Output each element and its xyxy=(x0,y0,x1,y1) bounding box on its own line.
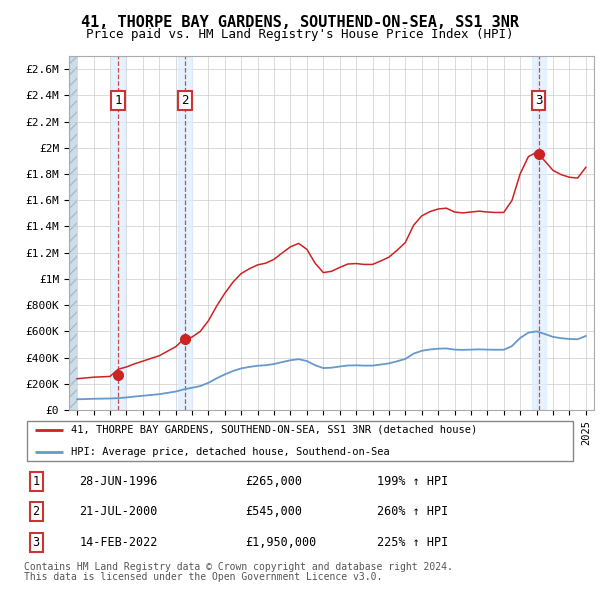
Text: 3: 3 xyxy=(32,536,40,549)
Bar xyxy=(69,56,77,410)
Text: Price paid vs. HM Land Registry's House Price Index (HPI): Price paid vs. HM Land Registry's House … xyxy=(86,28,514,41)
Bar xyxy=(532,56,545,410)
Text: 1: 1 xyxy=(115,94,122,107)
Text: Contains HM Land Registry data © Crown copyright and database right 2024.: Contains HM Land Registry data © Crown c… xyxy=(24,562,453,572)
Text: £265,000: £265,000 xyxy=(245,475,302,488)
Text: 3: 3 xyxy=(535,94,542,107)
Text: £545,000: £545,000 xyxy=(245,505,302,519)
Text: 2: 2 xyxy=(181,94,188,107)
Text: 41, THORPE BAY GARDENS, SOUTHEND-ON-SEA, SS1 3NR: 41, THORPE BAY GARDENS, SOUTHEND-ON-SEA,… xyxy=(81,15,519,30)
Text: 199% ↑ HPI: 199% ↑ HPI xyxy=(377,475,449,488)
Text: 260% ↑ HPI: 260% ↑ HPI xyxy=(377,505,449,519)
Text: 28-JUN-1996: 28-JUN-1996 xyxy=(79,475,158,488)
Text: £1,950,000: £1,950,000 xyxy=(245,536,316,549)
FancyBboxPatch shape xyxy=(27,421,573,461)
Bar xyxy=(111,56,125,410)
Text: 21-JUL-2000: 21-JUL-2000 xyxy=(79,505,158,519)
Text: 225% ↑ HPI: 225% ↑ HPI xyxy=(377,536,449,549)
Text: 41, THORPE BAY GARDENS, SOUTHEND-ON-SEA, SS1 3NR (detached house): 41, THORPE BAY GARDENS, SOUTHEND-ON-SEA,… xyxy=(71,425,477,434)
Text: HPI: Average price, detached house, Southend-on-Sea: HPI: Average price, detached house, Sout… xyxy=(71,447,389,457)
Text: 1: 1 xyxy=(32,475,40,488)
Bar xyxy=(178,56,191,410)
Text: This data is licensed under the Open Government Licence v3.0.: This data is licensed under the Open Gov… xyxy=(24,572,382,582)
Text: 2: 2 xyxy=(32,505,40,519)
Text: 14-FEB-2022: 14-FEB-2022 xyxy=(79,536,158,549)
